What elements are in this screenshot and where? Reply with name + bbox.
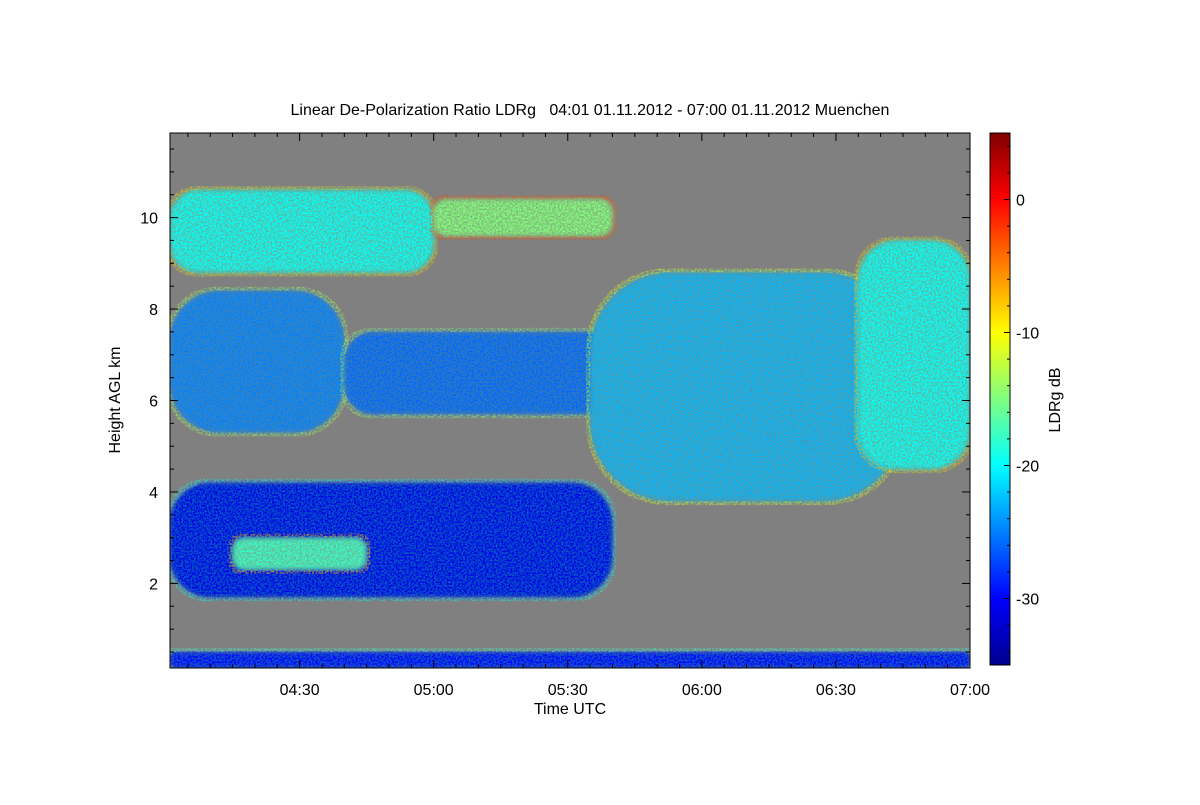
- x-tick-label: 05:30: [548, 682, 588, 699]
- chart-title: Linear De-Polarization Ratio LDRg 04:01 …: [291, 102, 890, 119]
- colorbar: [989, 132, 1011, 666]
- y-tick-label: 2: [149, 576, 158, 593]
- colorbar-tick-label: -10: [1016, 326, 1039, 343]
- y-tick-label: 8: [149, 302, 158, 319]
- y-tick-label: 4: [149, 485, 158, 502]
- colorbar-tick-label: 0: [1016, 193, 1025, 210]
- x-axis-label: Time UTC: [534, 701, 606, 718]
- heatmap-region: [429, 195, 617, 240]
- heatmap-region: [170, 186, 438, 277]
- heatmap-region: [854, 236, 970, 474]
- x-tick-label: 07:00: [950, 682, 990, 699]
- heatmap-region: [170, 286, 349, 437]
- y-tick-label: 10: [140, 211, 158, 228]
- colorbar-tick-label: -30: [1016, 592, 1039, 609]
- x-tick-label: 04:30: [280, 682, 320, 699]
- colorbar-tick-label: -20: [1016, 459, 1039, 476]
- y-axis-label: Height AGL km: [107, 346, 124, 453]
- y-tick-label: 6: [149, 394, 158, 411]
- x-tick-label: 06:30: [816, 682, 856, 699]
- heatmap-region: [340, 327, 639, 419]
- colorbar-label: LDRg dB: [1047, 368, 1064, 433]
- axes: 04:30 05:00 05:30 06:00 06:30 07:00 2 4 6 8 10: [140, 133, 990, 699]
- x-tick-label: 05:00: [414, 682, 454, 699]
- heatmap-layer: [170, 186, 970, 668]
- colorbar-ticks: 0 -10 -20 -30: [1004, 145, 1039, 653]
- heatmap-region: [228, 533, 371, 574]
- heatmap-region: [586, 268, 907, 506]
- heatmap-region: [170, 647, 970, 668]
- x-tick-label: 06:00: [682, 682, 722, 699]
